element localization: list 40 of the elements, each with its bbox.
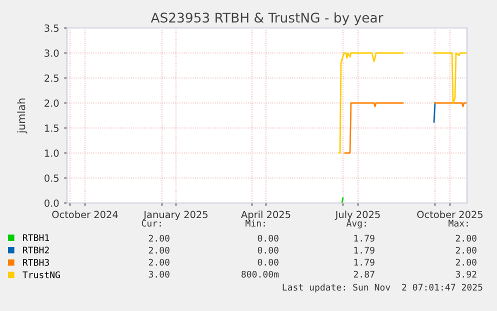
chart-title: AS23953 RTBH & TrustNG - by year <box>150 12 384 26</box>
y-tick-label: 0.5 <box>44 174 59 182</box>
y-tick-label: 3.5 <box>44 24 59 32</box>
text: 1.79 <box>354 246 374 254</box>
text: Max: <box>448 220 468 227</box>
y-tick-label: 0.0 <box>44 199 59 207</box>
text: 3.92 <box>456 270 476 278</box>
text: Min: <box>246 220 265 227</box>
text: 2.00 <box>456 258 476 266</box>
text: Cur: <box>142 220 161 227</box>
x-tick-label: January 2025 <box>143 210 208 220</box>
y-axis-title: jumlah <box>17 98 28 134</box>
text: Last update: Sun Nov 2 07:01:47 2025 <box>282 284 482 292</box>
x-tick-label: April 2025 <box>241 210 290 220</box>
text: 2.00 <box>148 246 170 254</box>
text: 1.79 <box>354 234 374 242</box>
x-tick-label: October 2024 <box>52 210 118 218</box>
y-tick-label: 2.0 <box>44 99 59 107</box>
text: 0.00 <box>258 234 278 242</box>
legend-label: RTBH1 <box>23 234 50 241</box>
y-tick-label: 3.0 <box>44 49 59 57</box>
text: 2.00 <box>148 258 170 266</box>
y-tick-label: 1.0 <box>44 149 59 157</box>
text: 1.79 <box>354 258 374 266</box>
legend-label: TrustNG <box>22 271 60 278</box>
text: 0.00 <box>258 246 278 254</box>
x-tick-label: July 2025 <box>334 210 380 220</box>
text: 800.00m <box>242 270 279 278</box>
text: 0.00 <box>258 258 278 266</box>
legend-label: RTBH3 <box>23 259 49 266</box>
legend-label: RTBH2 <box>23 246 49 254</box>
y-tick-label: 2.5 <box>44 74 59 82</box>
text: 2.87 <box>354 270 374 278</box>
text: 2.00 <box>456 246 476 254</box>
text: 3.00 <box>148 270 170 278</box>
text: 2.00 <box>456 234 476 242</box>
text: 2.00 <box>148 234 170 242</box>
text: Avg: <box>346 220 366 228</box>
x-tick-label: October 2025 <box>417 210 483 218</box>
y-tick-label: 1.5 <box>44 124 59 132</box>
